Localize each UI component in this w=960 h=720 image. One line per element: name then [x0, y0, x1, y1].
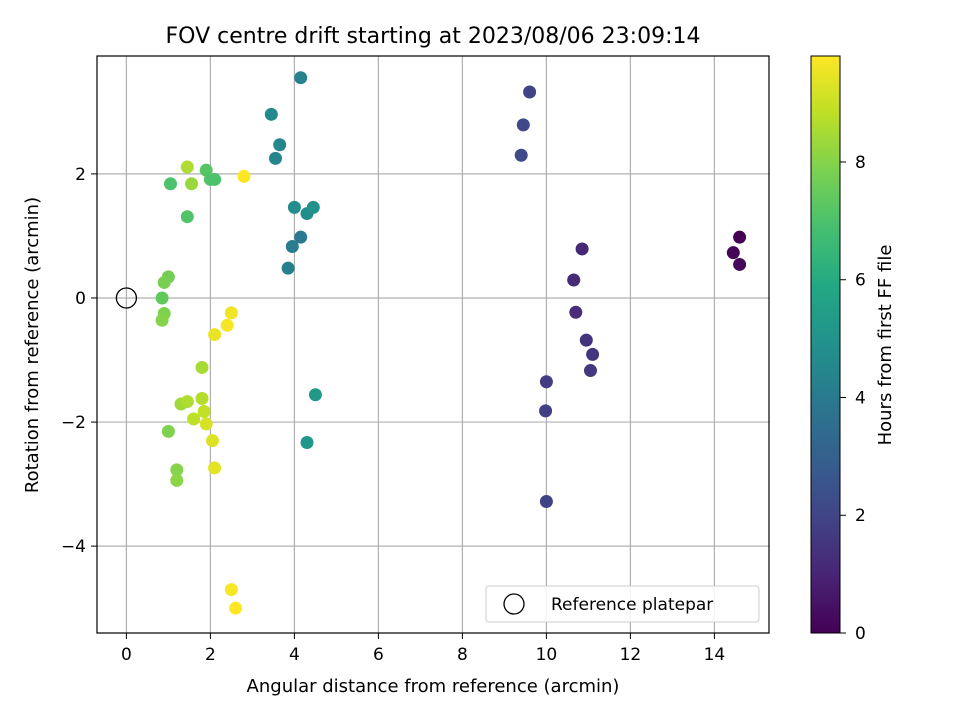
colorbar-label: Hours from first FF file [875, 245, 896, 446]
y-axis-ticks: −4 −2 0 2 [61, 165, 97, 557]
colorbar-tick-label: 8 [855, 153, 866, 173]
colorbar-tick-label: 0 [855, 624, 866, 644]
data-point [294, 71, 308, 85]
x-tick-label: 8 [457, 645, 468, 665]
y-tick-label: −4 [61, 537, 86, 557]
data-point [170, 463, 184, 477]
data-point [539, 375, 553, 389]
data-point [206, 434, 219, 448]
data-point [224, 306, 238, 320]
data-point [264, 107, 278, 121]
data-point [539, 404, 553, 418]
data-point [575, 242, 589, 256]
data-point [220, 318, 234, 332]
data-point [229, 601, 243, 615]
legend-label: Reference platepar [551, 595, 713, 615]
x-tick-label: 14 [704, 645, 726, 665]
x-axis-label: Angular distance from reference (arcmin) [247, 676, 620, 697]
data-point [269, 151, 282, 165]
legend: Reference platepar [485, 585, 760, 623]
grid [97, 56, 769, 633]
data-point [187, 412, 201, 426]
data-point [157, 275, 171, 289]
data-point [285, 239, 299, 253]
colorbar-gradient [810, 55, 841, 634]
legend-box [485, 585, 760, 623]
y-tick-label: 2 [75, 165, 86, 185]
data-point [180, 210, 194, 224]
x-axis-ticks: 0 2 4 6 8 10 12 14 [121, 633, 725, 665]
data-point [155, 313, 169, 327]
data-point [308, 388, 322, 402]
data-point [516, 118, 530, 132]
data-point [155, 291, 169, 305]
data-point [224, 583, 238, 597]
data-point [294, 230, 308, 244]
data-point [199, 417, 213, 431]
x-tick-label: 4 [289, 645, 300, 665]
colorbar: 0 2 4 6 8 Hours from first FF file [810, 55, 896, 644]
x-tick-label: 6 [373, 645, 384, 665]
data-point [567, 273, 581, 287]
plot-frame [96, 55, 770, 634]
data-point [195, 360, 209, 374]
y-axis-label: Rotation from reference (arcmin) [22, 197, 43, 493]
data-point [281, 261, 295, 275]
data-points [115, 71, 747, 615]
data-point [584, 364, 597, 378]
x-tick-label: 12 [620, 645, 642, 665]
data-point [726, 246, 740, 260]
data-point [195, 391, 209, 405]
data-point [161, 424, 175, 438]
data-point [237, 169, 251, 183]
data-point [185, 177, 198, 191]
data-point [569, 305, 583, 319]
data-point [514, 148, 528, 162]
data-point [733, 257, 747, 271]
x-tick-label: 2 [205, 645, 216, 665]
data-point [300, 436, 314, 450]
data-point [208, 328, 222, 342]
data-point [197, 405, 211, 419]
data-point [523, 85, 537, 99]
data-point [733, 230, 747, 244]
data-point [208, 172, 222, 186]
data-point [287, 200, 301, 214]
chart-title: FOV centre drift starting at 2023/08/06 … [166, 24, 701, 49]
colorbar-ticks: 0 2 4 6 8 [840, 153, 866, 644]
data-point [208, 461, 222, 475]
data-point [579, 333, 593, 347]
x-tick-label: 0 [121, 645, 132, 665]
x-tick-label: 10 [536, 645, 558, 665]
y-tick-label: −2 [61, 413, 86, 433]
y-tick-label: 0 [75, 289, 86, 309]
reference-marker [115, 287, 138, 309]
data-point [164, 177, 177, 191]
data-point [539, 494, 553, 508]
colorbar-tick-label: 2 [855, 506, 866, 526]
data-point [180, 160, 194, 174]
data-point [180, 395, 194, 409]
data-point [273, 138, 287, 152]
colorbar-tick-label: 6 [855, 271, 866, 291]
data-point [586, 347, 600, 361]
data-point [170, 473, 184, 487]
legend-marker-open-circle [503, 593, 525, 615]
data-point [306, 200, 320, 214]
colorbar-tick-label: 4 [855, 388, 866, 408]
